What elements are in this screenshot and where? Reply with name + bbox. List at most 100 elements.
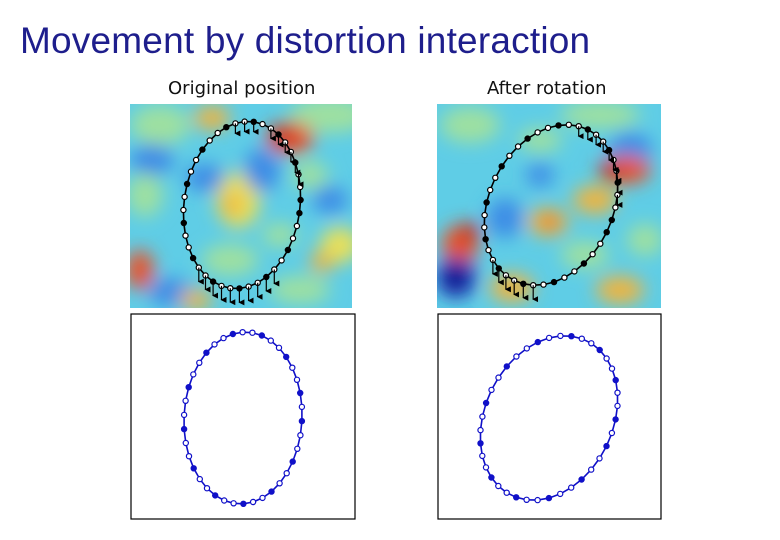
bead-icon <box>183 180 191 188</box>
bead-icon <box>603 228 610 236</box>
bead-icon <box>196 359 203 366</box>
bead-icon <box>278 257 285 264</box>
bead-icon <box>289 364 296 371</box>
bead-icon <box>608 365 616 372</box>
bead-icon <box>503 363 510 370</box>
bead-icon <box>487 186 494 194</box>
bead-icon <box>182 397 189 404</box>
bead-icon <box>608 216 616 224</box>
bead-icon <box>239 329 246 336</box>
bead-icon <box>481 224 488 231</box>
bead-icon <box>181 193 188 201</box>
bead-icon <box>614 389 621 396</box>
bead-icon <box>568 333 575 340</box>
bead-icon <box>297 389 304 397</box>
bead-icon <box>189 254 197 262</box>
field-panel-rotated <box>437 104 661 308</box>
bead-icon <box>513 494 520 501</box>
bead-icon <box>608 429 616 437</box>
bead-icon <box>259 494 266 502</box>
caption-original-position: Original position <box>168 78 316 99</box>
bead-icon <box>534 496 541 504</box>
bead-icon <box>185 384 192 391</box>
bead-icon <box>293 376 301 383</box>
bead-icon <box>612 416 619 423</box>
bead-icon <box>259 120 266 128</box>
bead-icon <box>557 332 564 340</box>
bead-icon <box>578 335 586 342</box>
bead-icon <box>203 349 210 356</box>
caption-after-rotation: After rotation <box>487 78 607 99</box>
bead-icon <box>565 121 573 129</box>
bead-icon <box>603 442 610 450</box>
bead-icon <box>196 475 203 483</box>
bead-icon <box>206 137 213 144</box>
bead-icon <box>477 440 484 447</box>
force-arrows-rotated <box>491 126 623 303</box>
force-arrows-original <box>197 121 304 306</box>
bead-icon <box>289 235 297 242</box>
slide-title: Movement by distortion interaction <box>20 20 591 61</box>
bead-icon <box>230 500 237 507</box>
bead-icon <box>588 466 595 473</box>
bead-icon <box>297 196 304 204</box>
bead-icon <box>482 464 490 471</box>
bead-icon <box>229 330 237 338</box>
bead-icon <box>482 235 489 243</box>
bead-icon <box>192 156 200 164</box>
bead-icon <box>612 204 619 211</box>
bead-icon <box>545 334 553 342</box>
bead-icon <box>513 353 520 360</box>
bead-icon <box>492 174 499 181</box>
field-panel-original <box>130 104 352 308</box>
bead-icon <box>190 371 197 378</box>
bead-icon <box>283 470 290 477</box>
bead-icon <box>268 488 275 495</box>
bead-icon <box>550 278 558 286</box>
bead-icon <box>293 222 301 230</box>
bead-icon <box>185 453 193 460</box>
bead-ring-result-rotated <box>477 332 621 504</box>
bead-icon <box>294 445 301 452</box>
bead-icon <box>534 129 541 136</box>
bead-icon <box>483 199 490 206</box>
bead-icon <box>249 498 257 506</box>
bead-icon <box>223 123 230 131</box>
bead-icon <box>561 274 568 281</box>
bead-icon <box>545 494 553 502</box>
bead-icon <box>596 455 603 462</box>
bead-icon <box>240 500 247 507</box>
bead-ring-rotated <box>481 121 621 289</box>
bead-icon <box>249 329 256 336</box>
bead-icon <box>182 232 189 239</box>
bead-icon <box>597 240 604 247</box>
bead-icon <box>555 122 562 129</box>
bead-icon <box>534 338 542 346</box>
bead-icon <box>214 129 221 137</box>
bead-icon <box>523 496 530 503</box>
bead-icon <box>284 246 292 254</box>
bead-icon <box>187 168 195 175</box>
bead-icon <box>596 346 603 354</box>
bead-icon <box>514 143 522 150</box>
bead-icon <box>258 332 265 339</box>
bead-icon <box>211 341 218 348</box>
bead-icon <box>506 152 513 159</box>
bead-icon <box>220 334 227 342</box>
bead-icon <box>180 219 187 227</box>
bead-icon <box>297 432 304 439</box>
bead-icon <box>488 474 495 481</box>
bead-icon <box>523 345 531 352</box>
bead-icon <box>289 458 296 465</box>
bead-icon <box>297 183 304 191</box>
bead-icon <box>495 482 502 490</box>
bead-icon <box>612 376 619 384</box>
bead-icon <box>276 480 283 487</box>
frame-bottom-left <box>130 313 356 520</box>
bead-icon <box>588 340 595 347</box>
frame-bottom-right <box>437 313 662 520</box>
bead-icon <box>557 490 564 498</box>
bead-icon <box>580 260 588 267</box>
bead-ring-result-original <box>180 329 306 507</box>
